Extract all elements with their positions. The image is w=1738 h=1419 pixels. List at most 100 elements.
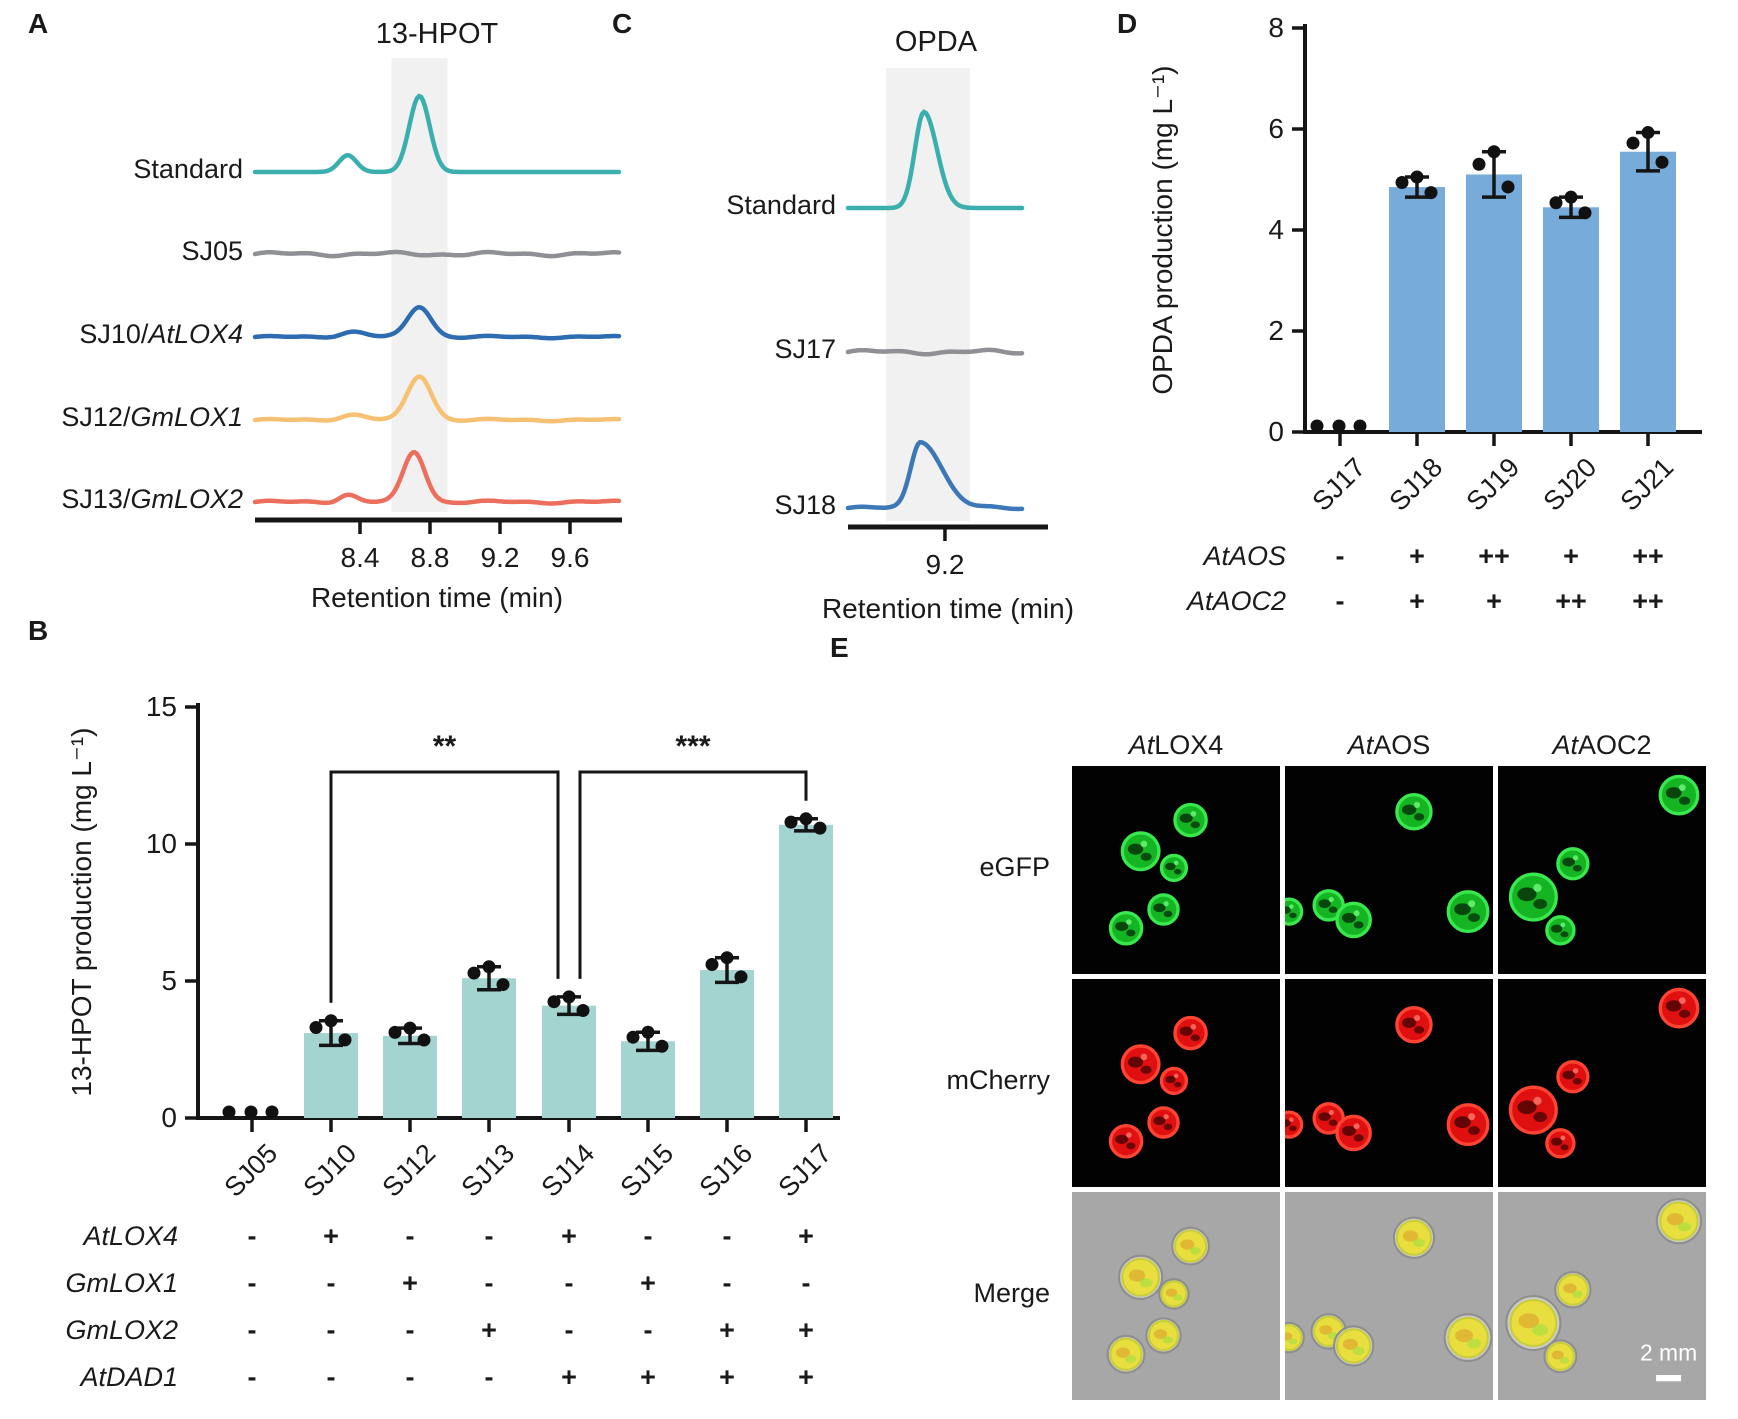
data-point	[1655, 155, 1669, 169]
data-point	[1578, 206, 1592, 220]
yeast-cell	[1159, 853, 1189, 883]
bar-sj16	[700, 970, 754, 1118]
micro-image-merge: 2 mm	[1498, 1192, 1706, 1400]
chromatogram-trace-sj10-atlox4	[252, 304, 622, 341]
data-point	[1501, 180, 1515, 194]
chromatogram-trace-sj05	[252, 249, 622, 259]
micro-image-merge	[1285, 1192, 1493, 1400]
bar-sj13	[462, 978, 516, 1118]
data-point	[1487, 145, 1501, 159]
yeast-cell	[1159, 1066, 1189, 1096]
yeast-cell	[1545, 915, 1576, 946]
bar-sj20	[1543, 207, 1599, 432]
micro-tile-merge-col3: 2 mm	[1498, 1192, 1706, 1400]
data-point	[265, 1105, 279, 1119]
data-point	[388, 1025, 402, 1039]
micro-tile-mcherry-col3	[1498, 979, 1706, 1187]
yeast-cell	[1108, 1123, 1144, 1159]
yeast-cell	[1658, 774, 1700, 816]
yeast-cell	[1147, 1106, 1180, 1139]
chromatogram-trace-sj18	[845, 439, 1025, 512]
yeast-cell	[1556, 1060, 1590, 1094]
data-point	[338, 1033, 352, 1047]
data-point	[417, 1033, 431, 1047]
data-point	[720, 951, 734, 965]
micro-tile-merge-col1	[1072, 1192, 1280, 1400]
yeast-cell	[1446, 890, 1490, 934]
micro-tile-merge-col2	[1285, 1192, 1493, 1400]
micro-tile-egfp-col3	[1498, 766, 1706, 974]
data-point	[784, 815, 798, 829]
yeast-cell	[1335, 901, 1372, 939]
yeast-cell	[1395, 1006, 1433, 1044]
yeast-cell	[1446, 1103, 1490, 1147]
data-point	[482, 960, 496, 974]
data-point	[1353, 419, 1367, 433]
data-point	[324, 1014, 338, 1028]
data-point	[1472, 157, 1486, 171]
data-point	[547, 995, 561, 1009]
yeast-cell	[1145, 1317, 1182, 1354]
yeast-cell	[1556, 847, 1590, 881]
significance-bracket	[329, 770, 560, 1003]
yeast-cell	[1285, 897, 1304, 926]
data-point	[1626, 136, 1640, 150]
yeast-cell	[1173, 1015, 1208, 1051]
yeast-cell	[1285, 1110, 1304, 1139]
scale-bar	[1656, 1375, 1682, 1382]
micro-tile-mcherry-col1	[1072, 979, 1280, 1187]
bar-sj14	[542, 1005, 596, 1118]
data-point	[813, 821, 827, 835]
data-point	[655, 1039, 669, 1053]
yeast-cell	[1655, 1197, 1703, 1245]
chromatogram-trace-sj13-gmlox2	[252, 450, 622, 506]
bar-sj21	[1620, 151, 1676, 432]
data-point	[1564, 190, 1578, 204]
yeast-cell	[1505, 1295, 1562, 1352]
chromatogram-trace-standard	[252, 93, 622, 175]
data-point	[1395, 176, 1409, 190]
significance-bracket	[578, 770, 808, 979]
bar-sj17	[779, 824, 833, 1118]
yeast-cell	[1120, 1044, 1161, 1085]
bar-sj19	[1466, 174, 1522, 432]
micro-tile-egfp-col2	[1285, 766, 1493, 974]
data-point	[626, 1030, 640, 1044]
micro-image-merge	[1072, 1192, 1280, 1400]
data-point	[576, 1003, 590, 1017]
yeast-cell	[1108, 910, 1144, 946]
micro-tile-egfp-col1	[1072, 766, 1280, 974]
data-point	[496, 978, 510, 992]
retention-highlight-band	[391, 58, 448, 512]
data-point	[309, 1021, 323, 1035]
yeast-cell	[1443, 1313, 1493, 1362]
yeast-cell	[1658, 987, 1700, 1029]
data-point	[641, 1025, 655, 1039]
data-point	[467, 966, 481, 980]
micro-image-mcherry	[1285, 979, 1493, 1187]
micro-image-egfp	[1285, 766, 1493, 974]
data-point	[562, 990, 576, 1004]
micro-tile-mcherry-col2	[1285, 979, 1493, 1187]
yeast-cell	[1545, 1128, 1576, 1159]
micro-image-mcherry	[1072, 979, 1280, 1187]
microscopy-grid: 2 mm	[1072, 766, 1706, 1400]
bar-sj15	[621, 1041, 675, 1118]
yeast-cell	[1395, 793, 1433, 831]
yeast-cell	[1508, 1085, 1558, 1135]
chromatogram-trace-sj17	[845, 347, 1025, 357]
data-point	[222, 1105, 236, 1119]
micro-image-mcherry	[1498, 979, 1706, 1187]
micro-image-egfp	[1072, 766, 1280, 974]
bar-sj10	[304, 1033, 358, 1118]
data-point	[1410, 170, 1424, 184]
chromatogram-trace-sj12-gmlox1	[252, 374, 622, 424]
micro-image-egfp	[1498, 766, 1706, 974]
yeast-cell	[1173, 802, 1208, 838]
yeast-cell	[1335, 1114, 1372, 1152]
data-point	[244, 1105, 258, 1119]
scale-bar-label: 2 mm	[1640, 1339, 1697, 1365]
data-point	[1549, 196, 1563, 210]
